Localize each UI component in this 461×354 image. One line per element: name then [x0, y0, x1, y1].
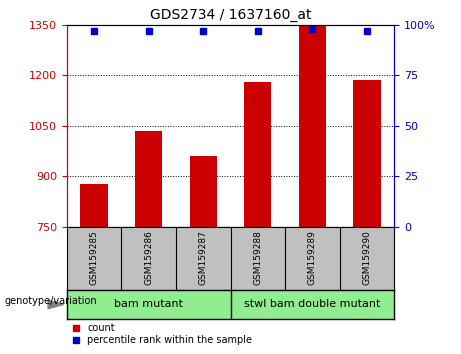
Text: GSM159288: GSM159288: [253, 230, 262, 285]
Bar: [299, 27, 326, 227]
Polygon shape: [48, 300, 64, 309]
Text: GSM159285: GSM159285: [89, 230, 99, 285]
Legend: count, percentile rank within the sample: count, percentile rank within the sample: [72, 324, 252, 346]
Text: GSM159286: GSM159286: [144, 230, 153, 285]
Text: stwl bam double mutant: stwl bam double mutant: [244, 299, 380, 309]
Bar: [353, 80, 380, 227]
Bar: [81, 183, 108, 227]
Text: GSM159287: GSM159287: [199, 230, 208, 285]
Bar: [189, 156, 217, 227]
Bar: [135, 131, 162, 227]
Text: genotype/variation: genotype/variation: [5, 296, 97, 306]
Text: GSM159289: GSM159289: [308, 230, 317, 285]
Text: bam mutant: bam mutant: [114, 299, 183, 309]
Text: GSM159290: GSM159290: [362, 230, 372, 285]
Title: GDS2734 / 1637160_at: GDS2734 / 1637160_at: [150, 8, 311, 22]
Bar: [244, 82, 272, 227]
